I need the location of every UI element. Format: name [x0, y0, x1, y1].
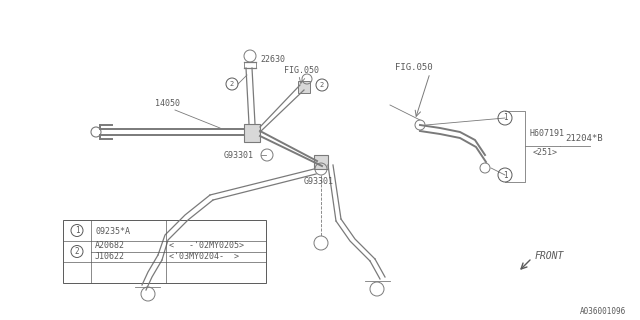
Text: FIG.050: FIG.050	[395, 63, 433, 72]
Text: FIG.050: FIG.050	[284, 66, 319, 75]
Text: 1: 1	[502, 114, 508, 123]
Text: 21204*B: 21204*B	[565, 134, 603, 143]
Text: 14050: 14050	[155, 99, 180, 108]
Text: 1: 1	[502, 171, 508, 180]
Text: A20682: A20682	[95, 241, 125, 250]
Text: 2: 2	[230, 81, 234, 87]
Bar	[314, 155, 328, 169]
Bar	[63, 220, 266, 283]
Text: 2: 2	[75, 247, 79, 256]
Text: A036001096: A036001096	[580, 307, 627, 316]
Text: 09235*A: 09235*A	[95, 227, 130, 236]
Text: H607191: H607191	[530, 129, 565, 138]
Text: J10622: J10622	[95, 252, 125, 261]
Text: 2: 2	[320, 82, 324, 88]
Text: 22630: 22630	[260, 55, 285, 65]
Text: <   -'02MY0205>: < -'02MY0205>	[169, 241, 244, 250]
Text: FRONT: FRONT	[535, 251, 564, 261]
Text: 1: 1	[75, 226, 79, 235]
Text: G93301: G93301	[304, 177, 334, 186]
Bar	[244, 124, 260, 142]
Text: G93301: G93301	[224, 150, 254, 159]
Text: <'03MY0204-  >: <'03MY0204- >	[169, 252, 239, 261]
Text: <251>: <251>	[533, 148, 558, 157]
Bar	[298, 81, 310, 93]
